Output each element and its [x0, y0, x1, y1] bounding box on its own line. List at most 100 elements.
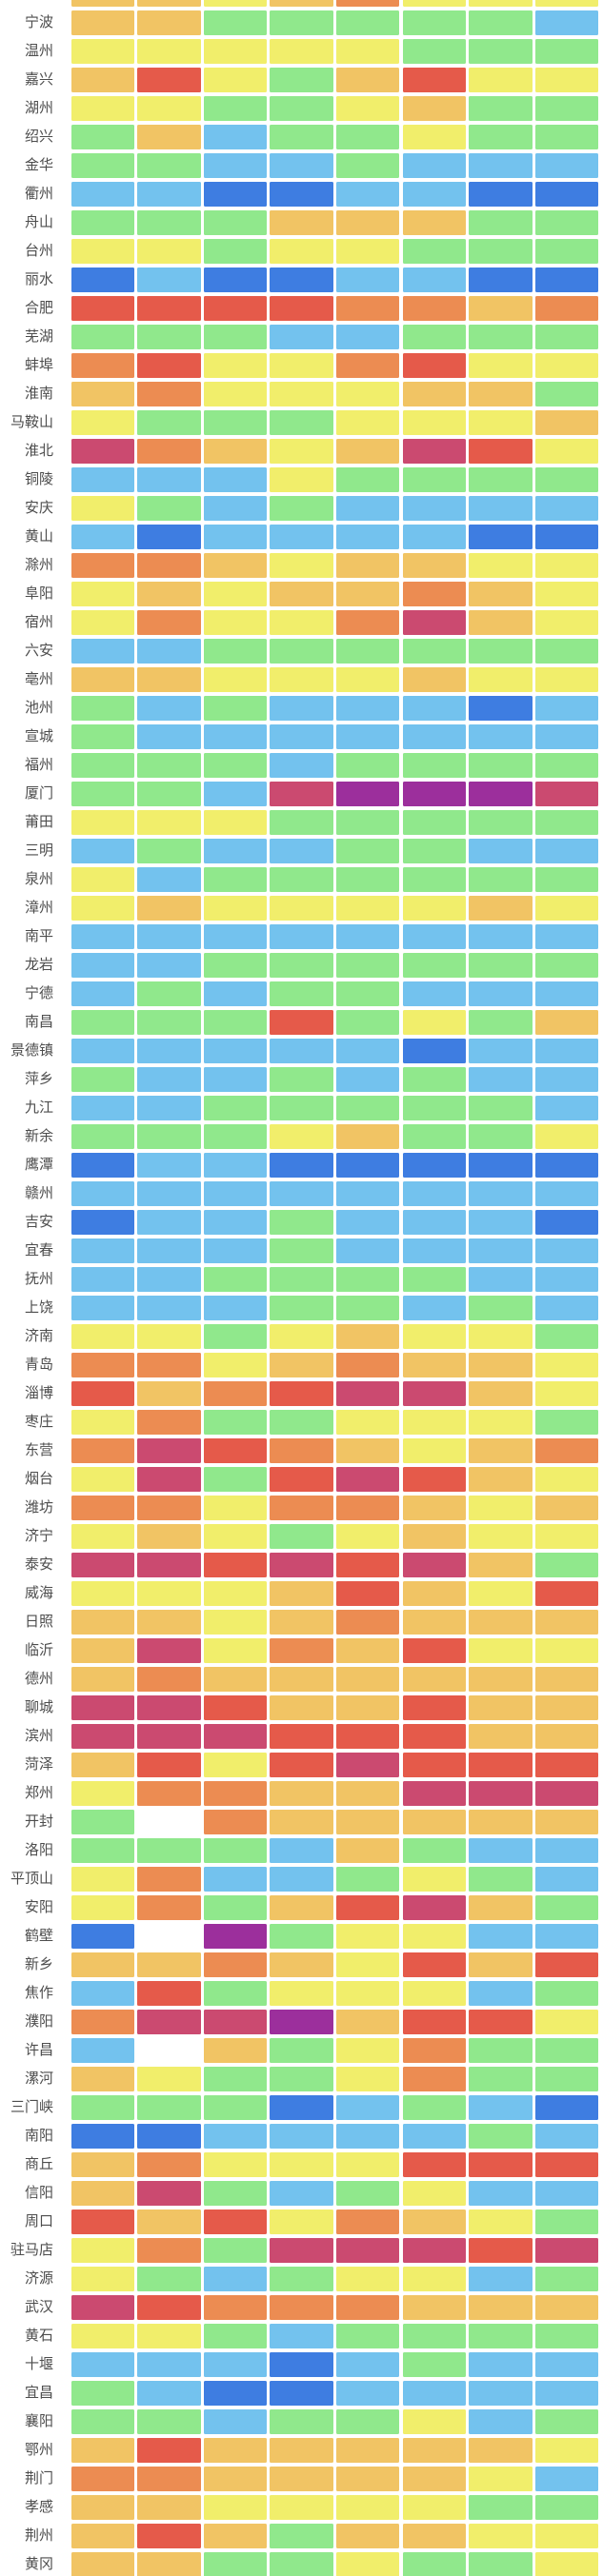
heatmap-cell[interactable] — [335, 839, 400, 863]
heatmap-cell[interactable] — [137, 496, 201, 521]
heatmap-cell[interactable] — [137, 1096, 201, 1120]
heatmap-cell[interactable] — [469, 896, 533, 921]
heatmap-cell[interactable] — [203, 2181, 268, 2206]
heatmap-cell[interactable] — [534, 1810, 599, 1834]
heatmap-cell[interactable] — [402, 1496, 467, 1520]
heatmap-cell[interactable] — [70, 525, 135, 549]
heatmap-cell[interactable] — [137, 924, 201, 949]
heatmap-cell[interactable] — [534, 2467, 599, 2491]
heatmap-cell[interactable] — [70, 1153, 135, 1178]
heatmap-cell[interactable] — [402, 382, 467, 406]
heatmap-cell[interactable] — [137, 1410, 201, 1435]
heatmap-cell[interactable] — [469, 610, 533, 635]
heatmap-cell[interactable] — [203, 782, 268, 806]
heatmap-cell[interactable] — [402, 1039, 467, 1063]
heatmap-cell[interactable] — [335, 1610, 400, 1635]
heatmap-cell[interactable] — [402, 2238, 467, 2263]
heatmap-cell[interactable] — [335, 953, 400, 978]
heatmap-cell[interactable] — [270, 10, 333, 35]
heatmap-cell[interactable] — [469, 1181, 533, 1206]
heatmap-cell[interactable] — [270, 1638, 333, 1663]
heatmap-cell[interactable] — [534, 353, 599, 378]
heatmap-cell[interactable] — [335, 1667, 400, 1692]
heatmap-cell[interactable] — [402, 2352, 467, 2377]
heatmap-cell[interactable] — [137, 1895, 201, 1920]
heatmap-cell[interactable] — [534, 2152, 599, 2177]
heatmap-cell[interactable] — [137, 2467, 201, 2491]
heatmap-cell[interactable] — [70, 1724, 135, 1749]
heatmap-cell[interactable] — [70, 896, 135, 921]
heatmap-cell[interactable] — [70, 1610, 135, 1635]
heatmap-cell[interactable] — [70, 753, 135, 778]
heatmap-cell[interactable] — [534, 210, 599, 235]
heatmap-cell[interactable] — [70, 2238, 135, 2263]
heatmap-cell[interactable] — [402, 2152, 467, 2177]
heatmap-cell[interactable] — [335, 68, 400, 92]
heatmap-cell[interactable] — [469, 1296, 533, 1320]
heatmap-cell[interactable] — [534, 953, 599, 978]
heatmap-cell[interactable] — [70, 2352, 135, 2377]
heatmap-cell[interactable] — [270, 610, 333, 635]
heatmap-cell[interactable] — [203, 1553, 268, 1577]
heatmap-cell[interactable] — [402, 639, 467, 664]
heatmap-cell[interactable] — [335, 2324, 400, 2348]
heatmap-cell[interactable] — [203, 2295, 268, 2320]
heatmap-cell[interactable] — [534, 2209, 599, 2234]
heatmap-cell[interactable] — [137, 2010, 201, 2034]
heatmap-cell[interactable] — [70, 696, 135, 721]
heatmap-cell[interactable] — [402, 1353, 467, 1377]
heatmap-cell[interactable] — [70, 1438, 135, 1463]
heatmap-cell[interactable] — [469, 239, 533, 264]
heatmap-cell[interactable] — [402, 1153, 467, 1178]
heatmap-cell[interactable] — [534, 582, 599, 606]
heatmap-cell[interactable] — [203, 153, 268, 178]
heatmap-cell[interactable] — [203, 2524, 268, 2548]
heatmap-cell[interactable] — [70, 467, 135, 492]
heatmap-cell[interactable] — [137, 39, 201, 64]
heatmap-cell[interactable] — [534, 2095, 599, 2120]
heatmap-cell[interactable] — [335, 2409, 400, 2434]
heatmap-cell[interactable] — [469, 153, 533, 178]
heatmap-cell[interactable] — [270, 1981, 333, 2006]
heatmap-cell[interactable] — [270, 1895, 333, 1920]
heatmap-cell[interactable] — [137, 1581, 201, 1606]
heatmap-cell[interactable] — [335, 1438, 400, 1463]
heatmap-cell[interactable] — [469, 1067, 533, 1092]
heatmap-cell[interactable] — [534, 1667, 599, 1692]
heatmap-cell[interactable] — [203, 1952, 268, 1977]
heatmap-cell[interactable] — [469, 410, 533, 435]
heatmap-cell[interactable] — [335, 2295, 400, 2320]
heatmap-cell[interactable] — [469, 1438, 533, 1463]
heatmap-cell[interactable] — [402, 2409, 467, 2434]
heatmap-cell[interactable] — [203, 639, 268, 664]
heatmap-cell[interactable] — [469, 2181, 533, 2206]
heatmap-cell[interactable] — [335, 1153, 400, 1178]
heatmap-cell[interactable] — [203, 353, 268, 378]
heatmap-cell[interactable] — [534, 2010, 599, 2034]
heatmap-cell[interactable] — [335, 1638, 400, 1663]
heatmap-cell[interactable] — [270, 1067, 333, 1092]
heatmap-cell[interactable] — [534, 696, 599, 721]
heatmap-cell[interactable] — [335, 2095, 400, 2120]
heatmap-cell[interactable] — [335, 1410, 400, 1435]
heatmap-cell[interactable] — [203, 867, 268, 892]
heatmap-cell[interactable] — [534, 1867, 599, 1892]
heatmap-cell[interactable] — [335, 981, 400, 1006]
heatmap-cell[interactable] — [402, 2181, 467, 2206]
heatmap-cell[interactable] — [203, 2409, 268, 2434]
heatmap-cell[interactable] — [203, 1096, 268, 1120]
heatmap-cell[interactable] — [270, 1410, 333, 1435]
heatmap-cell[interactable] — [270, 2067, 333, 2091]
heatmap-cell[interactable] — [270, 1267, 333, 1292]
heatmap-cell[interactable] — [335, 782, 400, 806]
heatmap-cell[interactable] — [137, 1810, 201, 1834]
heatmap-cell[interactable] — [335, 1124, 400, 1149]
heatmap-cell[interactable] — [534, 1410, 599, 1435]
heatmap-cell[interactable] — [203, 553, 268, 578]
heatmap-cell[interactable] — [70, 1353, 135, 1377]
heatmap-cell[interactable] — [402, 1810, 467, 1834]
heatmap-cell[interactable] — [469, 2124, 533, 2149]
heatmap-cell[interactable] — [335, 1381, 400, 1406]
heatmap-cell[interactable] — [402, 1581, 467, 1606]
heatmap-cell[interactable] — [402, 1124, 467, 1149]
